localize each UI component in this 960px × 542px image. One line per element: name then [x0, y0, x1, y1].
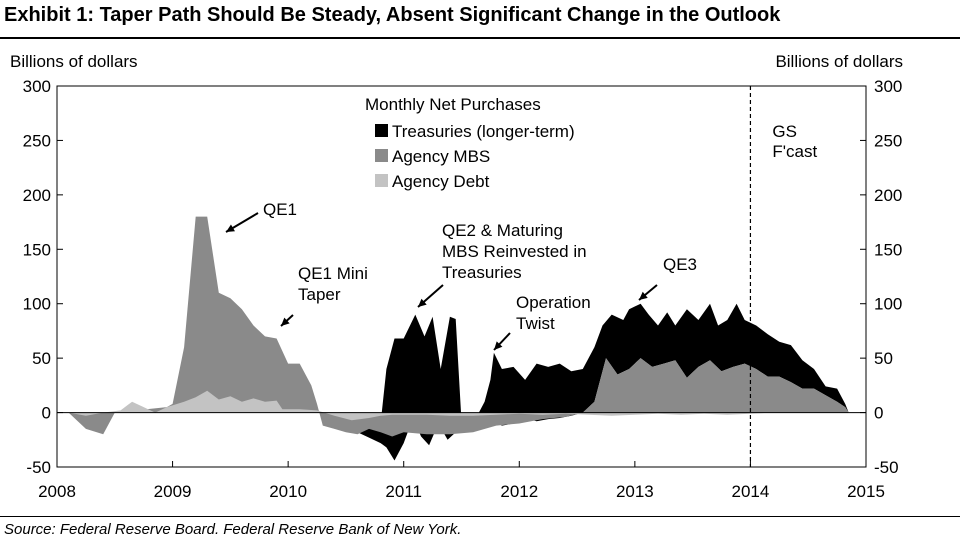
annotation-qe2-arrow-head [418, 298, 427, 307]
y-tick-label-right: 250 [874, 131, 902, 150]
y-tick-label-right: 300 [874, 77, 902, 96]
forecast-label: GS [772, 122, 797, 141]
annotation-qe3: QE3 [663, 255, 697, 274]
annotation-qe1-taper: Taper [298, 285, 341, 304]
chart-svg: -50 -50 0 0 50 50 100 100 150 150 200 200 250 250 300 3… [23, 77, 903, 501]
y-tick-label-right: 0 [874, 404, 883, 423]
y-tick-label-left: 0 [42, 404, 51, 423]
series-area-agency-mbs [68, 216, 849, 437]
y-tick-label-left: 150 [23, 240, 51, 259]
title-rule [0, 37, 960, 39]
legend-label-debt: Agency Debt [392, 172, 490, 191]
forecast-label: F'cast [772, 142, 817, 161]
annotation-qe1: QE1 [263, 200, 297, 219]
annotation-twist: Twist [516, 314, 555, 333]
x-tick-label: 2010 [269, 482, 307, 501]
y-tick-label-left: -50 [26, 458, 51, 477]
y-tick-label-right: 100 [874, 295, 902, 314]
series-area-treasuries [68, 135, 849, 461]
left-axis-unit-label: Billions of dollars [10, 52, 138, 71]
y-tick-label-left: 250 [23, 131, 51, 150]
legend-swatch-treasuries [375, 124, 388, 137]
legend-swatch-mbs [375, 149, 388, 162]
legend-title: Monthly Net Purchases [365, 95, 541, 114]
page-title: Exhibit 1: Taper Path Should Be Steady, … [4, 4, 781, 26]
right-axis-unit-label: Billions of dollars [775, 52, 903, 71]
x-tick-label: 2015 [847, 482, 885, 501]
annotation-qe3-arrow-head [639, 291, 648, 300]
x-tick-label: 2011 [385, 482, 422, 501]
y-tick-label-right: -50 [874, 458, 899, 477]
annotation-twist-arrow-head [494, 341, 503, 350]
legend-swatch-debt [375, 174, 388, 187]
x-tick-label: 2008 [38, 482, 76, 501]
annotation-qe1-taper: QE1 Mini [298, 264, 368, 283]
annotation-twist: Operation [516, 293, 591, 312]
y-tick-label-right: 200 [874, 186, 902, 205]
annotation-qe1-taper-arrow-head [281, 317, 290, 326]
annotation-qe2: MBS Reinvested in [442, 242, 587, 261]
footer-rule [0, 516, 960, 517]
x-tick-label: 2009 [154, 482, 192, 501]
annotation-qe2: QE2 & Maturing [442, 221, 563, 240]
annotation-qe1-arrow-head [226, 224, 235, 232]
annotation-qe2: Treasuries [442, 263, 522, 282]
source-note: Source: Federal Reserve Board. Federal R… [4, 521, 462, 538]
x-tick-label: 2014 [732, 482, 770, 501]
y-tick-label-left: 100 [23, 295, 51, 314]
plot-frame [56, 85, 867, 468]
y-tick-label-right: 50 [874, 349, 893, 368]
x-tick-label: 2012 [500, 482, 538, 501]
y-tick-label-right: 150 [874, 240, 902, 259]
y-tick-label-left: 300 [23, 77, 51, 96]
y-tick-label-left: 50 [32, 349, 51, 368]
y-tick-label-left: 200 [23, 186, 51, 205]
legend-label-mbs: Agency MBS [392, 147, 490, 166]
legend-label-treasuries: Treasuries (longer-term) [392, 122, 575, 141]
x-tick-label: 2013 [616, 482, 654, 501]
